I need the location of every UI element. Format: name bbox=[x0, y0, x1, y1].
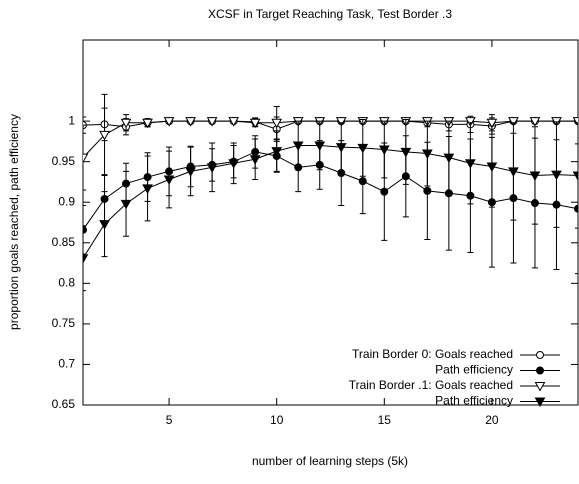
marker bbox=[486, 118, 498, 129]
marker bbox=[120, 118, 132, 129]
marker bbox=[249, 118, 261, 129]
legend-label: Train Border 0: Goals reached bbox=[352, 347, 513, 361]
plot-area bbox=[83, 93, 578, 292]
marker bbox=[508, 167, 519, 177]
x-tick-label: 15 bbox=[378, 413, 392, 427]
marker bbox=[378, 145, 390, 156]
marker bbox=[83, 153, 89, 164]
marker bbox=[163, 117, 175, 127]
marker bbox=[423, 186, 432, 195]
legend-label: Train Border .1: Goals reached bbox=[349, 378, 513, 392]
y-tick-label: 0.95 bbox=[52, 154, 76, 168]
y-tick-label: 0.75 bbox=[52, 316, 76, 330]
y-tick-label: 0.9 bbox=[58, 194, 75, 208]
marker bbox=[83, 225, 87, 234]
marker bbox=[185, 117, 196, 127]
marker bbox=[99, 220, 110, 230]
marker bbox=[572, 117, 578, 127]
marker bbox=[400, 147, 412, 158]
marker bbox=[508, 117, 519, 127]
marker bbox=[551, 170, 562, 181]
x-tick-label: 5 bbox=[166, 413, 173, 427]
marker bbox=[228, 117, 240, 127]
marker bbox=[228, 159, 240, 169]
legend-marker bbox=[534, 382, 546, 392]
marker bbox=[335, 143, 347, 153]
error-bar bbox=[83, 225, 86, 292]
marker bbox=[421, 149, 433, 160]
series-line bbox=[83, 144, 578, 259]
chart-title: XCSF in Target Reaching Task, Test Borde… bbox=[208, 7, 452, 21]
legend-marker bbox=[536, 366, 544, 375]
marker bbox=[314, 141, 326, 151]
y-tick-label: 0.65 bbox=[52, 397, 76, 411]
x-tick-label: 20 bbox=[485, 413, 499, 427]
legend-label: Path efficiency bbox=[435, 394, 513, 408]
marker bbox=[120, 199, 132, 210]
legend-marker bbox=[536, 351, 544, 359]
marker bbox=[357, 143, 369, 154]
marker bbox=[206, 163, 218, 173]
x-tick-label: 10 bbox=[270, 413, 284, 427]
marker bbox=[249, 155, 261, 165]
y-tick-label: 0.85 bbox=[52, 235, 76, 249]
marker bbox=[99, 130, 110, 141]
marker bbox=[572, 171, 578, 181]
error-bar bbox=[83, 116, 86, 134]
marker bbox=[271, 147, 283, 157]
marker bbox=[465, 159, 476, 169]
marker bbox=[380, 187, 389, 196]
marker bbox=[185, 167, 196, 177]
marker bbox=[142, 184, 153, 194]
legend-marker bbox=[534, 397, 546, 408]
y-tick-label: 0.7 bbox=[58, 357, 75, 371]
error-bar bbox=[83, 124, 86, 191]
marker bbox=[83, 254, 89, 264]
marker bbox=[465, 117, 476, 127]
marker bbox=[486, 162, 498, 173]
marker bbox=[335, 117, 347, 127]
marker bbox=[271, 118, 283, 129]
marker bbox=[142, 118, 153, 129]
series-line bbox=[83, 151, 578, 231]
series-line bbox=[83, 120, 578, 158]
marker bbox=[292, 141, 304, 151]
marker bbox=[206, 117, 218, 127]
marker bbox=[529, 117, 541, 127]
error-bar bbox=[575, 143, 578, 275]
marker bbox=[443, 153, 455, 164]
legend-label: Path efficiency bbox=[435, 363, 513, 377]
marker bbox=[163, 175, 175, 186]
marker bbox=[529, 171, 541, 181]
y-axis-label: proportion goals reached, path efficienc… bbox=[7, 114, 21, 330]
error-bar bbox=[575, 122, 578, 229]
y-tick-label: 0.8 bbox=[58, 276, 75, 290]
marker bbox=[574, 204, 578, 213]
x-axis-label: number of learning steps (5k) bbox=[252, 454, 408, 468]
marker bbox=[358, 177, 367, 186]
y-tick-label: 1 bbox=[68, 113, 75, 127]
